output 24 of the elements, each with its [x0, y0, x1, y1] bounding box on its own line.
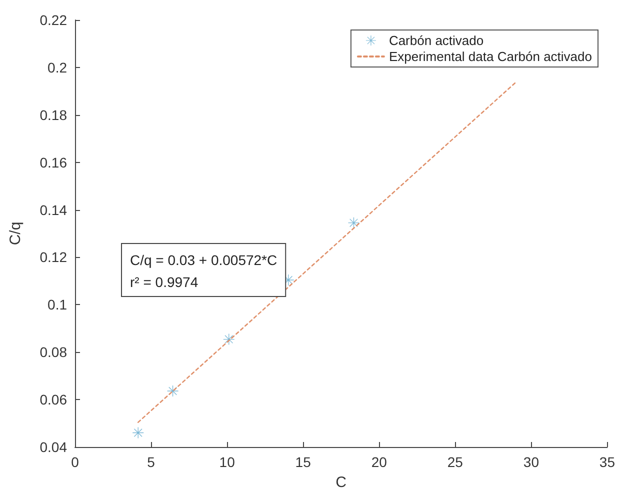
y-tick-label: 0.06 [40, 392, 68, 408]
y-tick-label: 0.12 [40, 249, 68, 266]
x-tick-label: 0 [71, 454, 80, 470]
legend-label: Experimental data Carbón activado [388, 49, 592, 64]
y-tick-label: 0.18 [40, 106, 68, 123]
annotation: r² = 0.9974 [130, 274, 198, 290]
x-axis-title: C [336, 474, 347, 491]
y-tick-label: 0.16 [40, 154, 68, 170]
x-tick-label: 10 [219, 454, 236, 470]
y-axis-title: C/q [7, 222, 24, 246]
y-tick-label: 0.22 [40, 12, 68, 28]
y-tick-label: 0.2 [48, 59, 68, 76]
y-tick-label: 0.04 [40, 439, 68, 455]
x-tick-label: 25 [447, 454, 464, 470]
x-tick-label: 20 [371, 454, 388, 470]
x-tick-label: 30 [523, 454, 540, 470]
y-tick-label: 0.14 [40, 202, 68, 218]
x-tick-label: 35 [599, 454, 616, 470]
x-tick-label: 5 [147, 454, 156, 470]
x-tick-label: 15 [295, 454, 312, 470]
y-tick-label: 0.08 [40, 344, 68, 360]
annotation: C/q = 0.03 + 0.00572*C [130, 252, 278, 268]
y-tick-label: 0.1 [48, 296, 68, 313]
legend-label: Carbón activado [388, 33, 484, 48]
